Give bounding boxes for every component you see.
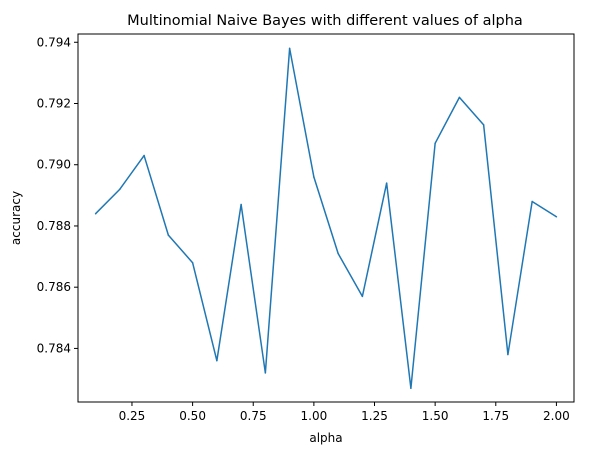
data-point [361, 295, 364, 298]
y-tick-label: 0.786 [37, 280, 71, 294]
chart-title: Multinomial Naive Bayes with different v… [127, 13, 523, 29]
data-point [240, 203, 242, 206]
data-point [288, 47, 291, 50]
y-tick-label: 0.784 [37, 341, 71, 355]
x-tick-label: 2.00 [543, 409, 570, 423]
data-point [143, 154, 145, 157]
x-axis: 0.25 0.50 0.75 1.00 1.25 1.50 1.75 2.00 [119, 402, 570, 423]
data-point [482, 124, 485, 126]
data-point [385, 182, 388, 184]
x-tick-label: 0.50 [179, 409, 206, 423]
y-tick-label: 0.794 [37, 35, 71, 49]
x-tick-label: 1.25 [361, 409, 388, 423]
x-tick-label: 0.75 [240, 409, 267, 423]
plot-frame [77, 33, 575, 403]
data-point [94, 212, 97, 215]
data-point [216, 359, 218, 362]
data-point [507, 353, 509, 356]
data-point [313, 176, 315, 178]
y-tick-label: 0.790 [37, 158, 71, 172]
x-tick-label: 1.50 [422, 409, 449, 423]
data-point [458, 96, 461, 99]
data-point [264, 372, 267, 374]
accuracy-line [95, 47, 557, 389]
x-tick-label: 1.75 [482, 409, 509, 423]
y-axis: 0.784 0.786 0.788 0.790 0.792 0.794 [37, 35, 78, 355]
data-point [555, 216, 558, 218]
data-point [191, 261, 194, 264]
data-point [434, 142, 436, 145]
series-layer [94, 47, 558, 389]
y-tick-label: 0.792 [37, 96, 71, 110]
y-axis-label: accuracy [9, 191, 23, 245]
data-point [410, 387, 412, 389]
y-tick-label: 0.788 [37, 219, 71, 233]
data-point [119, 188, 121, 190]
x-tick-label: 0.25 [119, 409, 146, 423]
x-axis-label: alpha [309, 431, 342, 445]
x-tick-label: 1.00 [301, 409, 328, 423]
data-point [337, 252, 339, 255]
data-point [167, 234, 170, 236]
data-point [531, 200, 533, 203]
